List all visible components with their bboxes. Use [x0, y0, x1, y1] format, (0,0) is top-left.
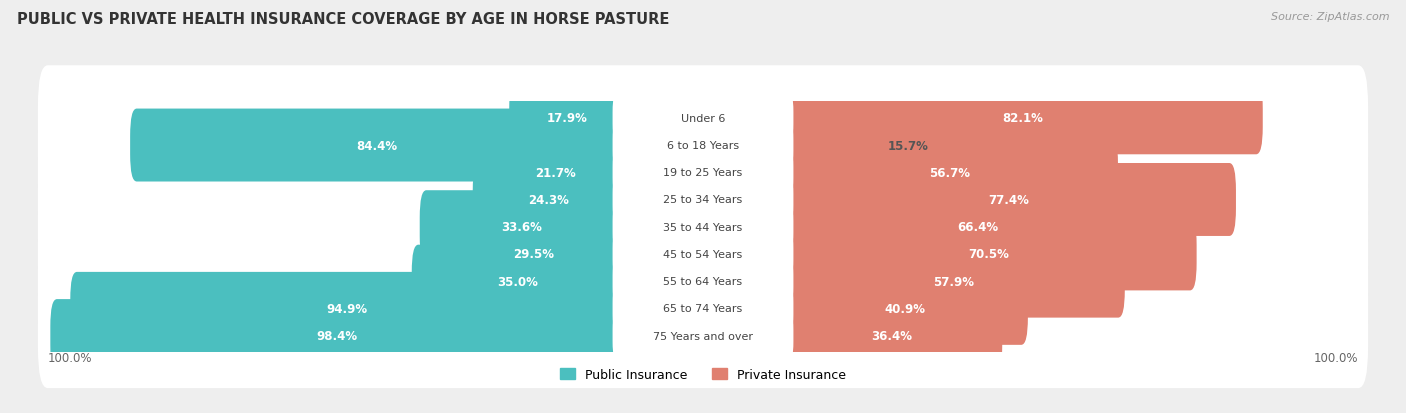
- FancyBboxPatch shape: [70, 272, 624, 345]
- FancyBboxPatch shape: [38, 256, 1368, 361]
- FancyBboxPatch shape: [613, 172, 793, 228]
- Text: PUBLIC VS PRIVATE HEALTH INSURANCE COVERAGE BY AGE IN HORSE PASTURE: PUBLIC VS PRIVATE HEALTH INSURANCE COVER…: [17, 12, 669, 27]
- Text: 82.1%: 82.1%: [1001, 112, 1043, 125]
- FancyBboxPatch shape: [782, 109, 884, 182]
- Text: 98.4%: 98.4%: [316, 329, 359, 342]
- Text: 29.5%: 29.5%: [513, 248, 554, 261]
- Text: 15.7%: 15.7%: [887, 139, 928, 152]
- Text: 36.4%: 36.4%: [872, 329, 912, 342]
- FancyBboxPatch shape: [38, 202, 1368, 307]
- FancyBboxPatch shape: [38, 229, 1368, 334]
- FancyBboxPatch shape: [38, 66, 1368, 171]
- Text: 75 Years and over: 75 Years and over: [652, 331, 754, 341]
- Text: 17.9%: 17.9%: [547, 112, 588, 125]
- FancyBboxPatch shape: [613, 254, 793, 309]
- Text: 56.7%: 56.7%: [929, 166, 970, 179]
- FancyBboxPatch shape: [782, 82, 1263, 155]
- FancyBboxPatch shape: [488, 136, 624, 209]
- Text: 24.3%: 24.3%: [529, 194, 569, 206]
- FancyBboxPatch shape: [613, 199, 793, 255]
- Text: 35 to 44 Years: 35 to 44 Years: [664, 222, 742, 232]
- Text: 65 to 74 Years: 65 to 74 Years: [664, 304, 742, 313]
- FancyBboxPatch shape: [782, 272, 1028, 345]
- FancyBboxPatch shape: [782, 164, 1236, 236]
- Text: 70.5%: 70.5%: [969, 248, 1010, 261]
- Legend: Public Insurance, Private Insurance: Public Insurance, Private Insurance: [560, 368, 846, 381]
- FancyBboxPatch shape: [472, 164, 624, 236]
- Text: 100.0%: 100.0%: [48, 351, 93, 365]
- FancyBboxPatch shape: [51, 299, 624, 372]
- FancyBboxPatch shape: [613, 308, 793, 363]
- FancyBboxPatch shape: [782, 218, 1197, 291]
- FancyBboxPatch shape: [131, 109, 624, 182]
- Text: 33.6%: 33.6%: [502, 221, 543, 234]
- FancyBboxPatch shape: [38, 283, 1368, 388]
- FancyBboxPatch shape: [613, 145, 793, 201]
- Text: 45 to 54 Years: 45 to 54 Years: [664, 249, 742, 259]
- FancyBboxPatch shape: [38, 121, 1368, 225]
- FancyBboxPatch shape: [613, 281, 793, 336]
- Text: 57.9%: 57.9%: [932, 275, 974, 288]
- FancyBboxPatch shape: [38, 175, 1368, 280]
- FancyBboxPatch shape: [613, 118, 793, 173]
- Text: 6 to 18 Years: 6 to 18 Years: [666, 141, 740, 151]
- Text: 25 to 34 Years: 25 to 34 Years: [664, 195, 742, 205]
- Text: 66.4%: 66.4%: [957, 221, 998, 234]
- Text: 94.9%: 94.9%: [326, 302, 368, 315]
- FancyBboxPatch shape: [509, 82, 624, 155]
- FancyBboxPatch shape: [38, 93, 1368, 198]
- FancyBboxPatch shape: [782, 299, 1002, 372]
- Text: 100.0%: 100.0%: [1313, 351, 1358, 365]
- FancyBboxPatch shape: [613, 91, 793, 146]
- FancyBboxPatch shape: [420, 191, 624, 263]
- Text: 84.4%: 84.4%: [357, 139, 398, 152]
- Text: 19 to 25 Years: 19 to 25 Years: [664, 168, 742, 178]
- Text: 21.7%: 21.7%: [536, 166, 576, 179]
- FancyBboxPatch shape: [38, 147, 1368, 252]
- Text: 55 to 64 Years: 55 to 64 Years: [664, 276, 742, 287]
- FancyBboxPatch shape: [782, 245, 1125, 318]
- Text: 77.4%: 77.4%: [988, 194, 1029, 206]
- FancyBboxPatch shape: [782, 191, 1173, 263]
- FancyBboxPatch shape: [412, 245, 624, 318]
- FancyBboxPatch shape: [613, 227, 793, 282]
- Text: Under 6: Under 6: [681, 114, 725, 123]
- Text: Source: ZipAtlas.com: Source: ZipAtlas.com: [1271, 12, 1389, 22]
- FancyBboxPatch shape: [443, 218, 624, 291]
- Text: 40.9%: 40.9%: [884, 302, 925, 315]
- FancyBboxPatch shape: [782, 136, 1118, 209]
- Text: 35.0%: 35.0%: [498, 275, 538, 288]
